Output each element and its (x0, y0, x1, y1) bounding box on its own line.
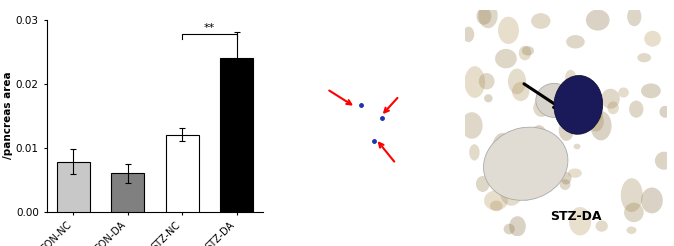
Ellipse shape (582, 81, 594, 94)
Ellipse shape (519, 46, 531, 60)
Ellipse shape (607, 101, 619, 114)
Ellipse shape (484, 190, 508, 211)
Ellipse shape (483, 127, 568, 200)
Ellipse shape (561, 172, 572, 184)
Bar (57, 162, 90, 212)
Text: **: ** (204, 23, 215, 33)
Ellipse shape (490, 200, 503, 211)
Y-axis label: Small β-cell unit
/pancreas area: Small β-cell unit /pancreas area (0, 68, 13, 164)
Ellipse shape (568, 169, 582, 178)
Ellipse shape (638, 53, 651, 62)
Ellipse shape (559, 179, 570, 190)
Ellipse shape (479, 3, 497, 28)
Ellipse shape (492, 133, 513, 165)
Ellipse shape (477, 8, 491, 25)
Ellipse shape (596, 220, 608, 232)
Ellipse shape (498, 17, 519, 44)
Ellipse shape (574, 144, 580, 149)
Ellipse shape (536, 83, 572, 117)
Ellipse shape (641, 187, 663, 213)
Ellipse shape (621, 178, 643, 212)
Ellipse shape (463, 27, 474, 42)
Ellipse shape (588, 111, 604, 132)
Ellipse shape (659, 106, 671, 118)
Ellipse shape (566, 103, 573, 111)
Ellipse shape (508, 69, 526, 94)
Ellipse shape (501, 185, 510, 193)
Ellipse shape (585, 116, 596, 126)
Ellipse shape (476, 176, 489, 192)
Ellipse shape (629, 101, 644, 118)
Ellipse shape (514, 166, 537, 195)
Ellipse shape (545, 151, 555, 157)
Bar (111, 173, 144, 212)
Bar (166, 135, 199, 212)
Ellipse shape (644, 31, 661, 47)
Ellipse shape (624, 203, 644, 222)
Ellipse shape (500, 180, 522, 206)
Ellipse shape (565, 70, 576, 86)
Ellipse shape (512, 82, 529, 101)
Ellipse shape (559, 120, 574, 141)
Ellipse shape (627, 7, 642, 26)
Ellipse shape (500, 156, 512, 167)
Ellipse shape (569, 207, 591, 235)
Ellipse shape (554, 76, 603, 134)
Ellipse shape (601, 89, 620, 109)
Ellipse shape (495, 49, 517, 68)
Ellipse shape (520, 187, 532, 201)
Ellipse shape (522, 46, 534, 56)
Ellipse shape (566, 35, 585, 48)
Ellipse shape (484, 94, 493, 102)
Ellipse shape (587, 106, 603, 123)
Ellipse shape (531, 125, 547, 143)
Ellipse shape (469, 144, 480, 161)
Bar (220, 58, 253, 212)
Ellipse shape (503, 224, 515, 234)
Ellipse shape (655, 152, 673, 170)
Text: STZ-DA: STZ-DA (551, 210, 602, 223)
Ellipse shape (627, 227, 636, 234)
Ellipse shape (586, 10, 609, 31)
Ellipse shape (590, 111, 611, 140)
Ellipse shape (461, 112, 483, 139)
Ellipse shape (526, 143, 549, 175)
Ellipse shape (618, 87, 629, 97)
Ellipse shape (464, 66, 485, 98)
Ellipse shape (479, 73, 495, 90)
Ellipse shape (641, 83, 661, 98)
Ellipse shape (531, 13, 551, 29)
Ellipse shape (509, 216, 526, 236)
Ellipse shape (533, 99, 550, 117)
